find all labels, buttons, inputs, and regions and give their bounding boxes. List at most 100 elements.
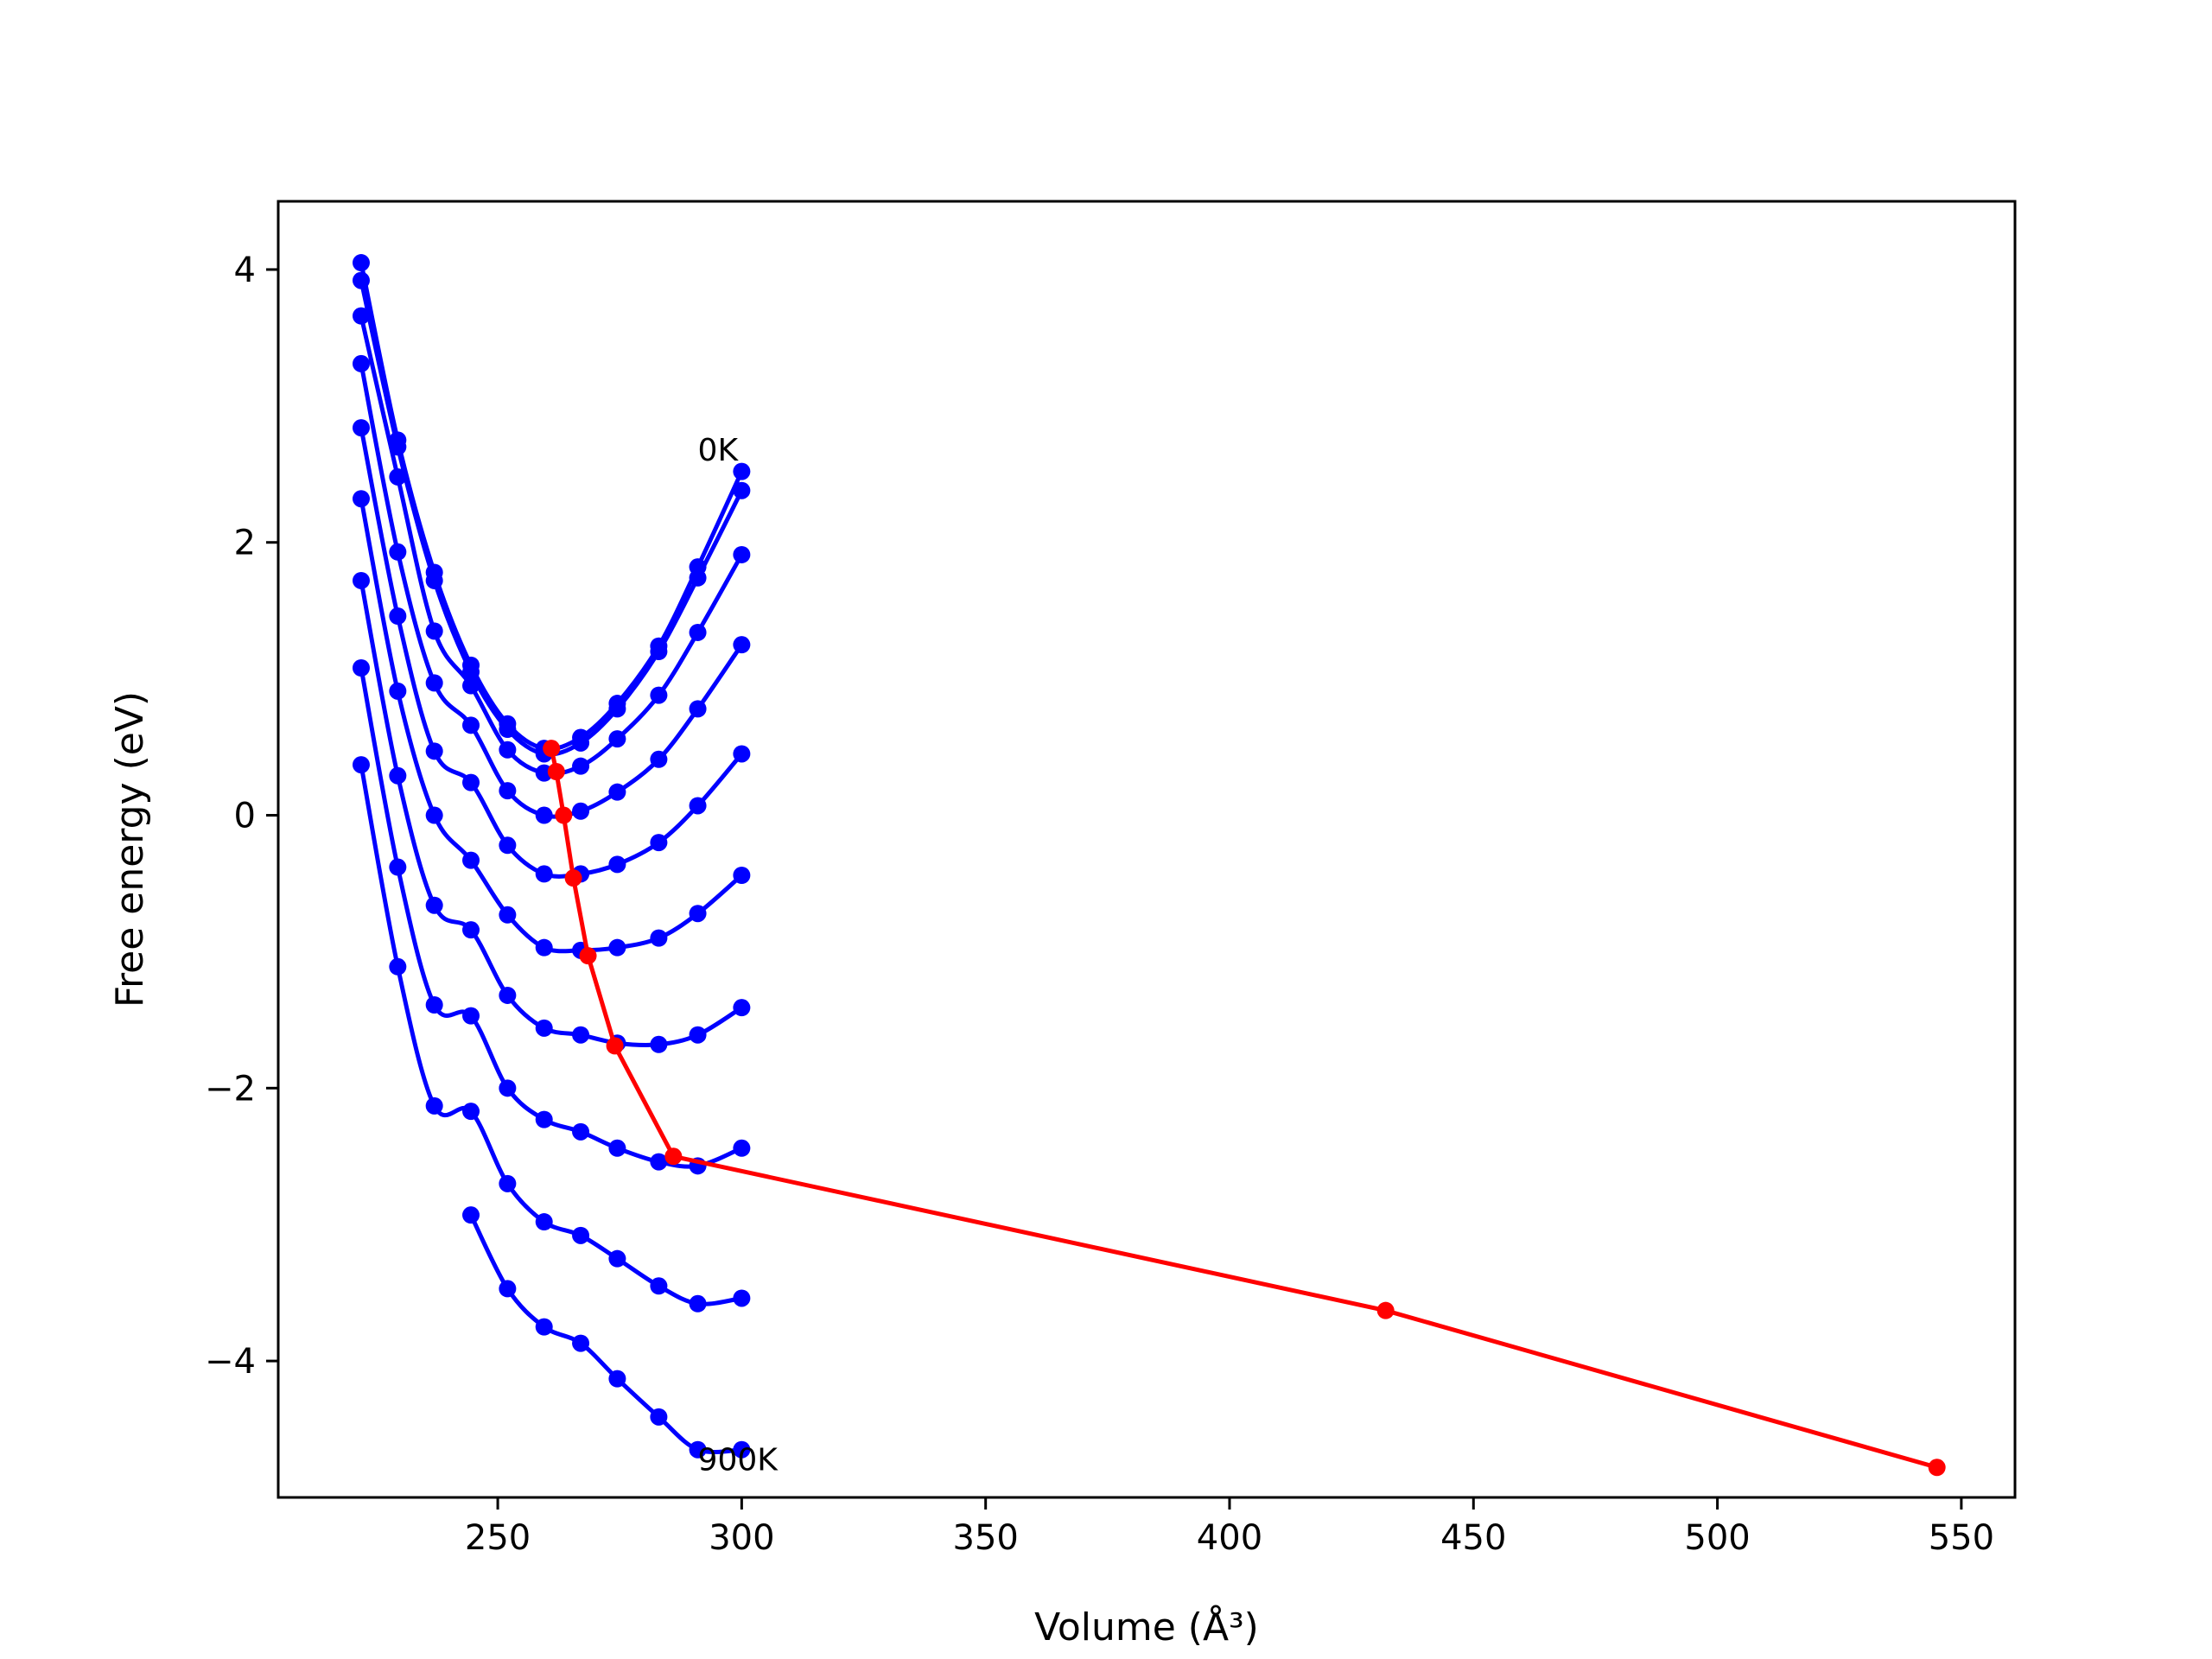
curve-5-point-7: [608, 938, 626, 957]
curve-9-point-8: [650, 1408, 668, 1426]
curve-2-point-10: [733, 545, 751, 563]
curve-8-point-6: [572, 1226, 590, 1244]
minima-point-3: [564, 869, 582, 887]
curve-3-point-2: [425, 674, 443, 692]
curve-7-point-4: [499, 1079, 517, 1097]
curve-8-point-2: [425, 1096, 443, 1115]
curve-7-point-2: [425, 996, 443, 1014]
curve-6-point-0: [352, 571, 370, 589]
y-tick-label-0: 0: [234, 797, 256, 836]
minima-point-6: [664, 1147, 683, 1166]
curve-9-point-10: [733, 1440, 751, 1459]
curve-2-point-6: [572, 757, 590, 775]
minima-point-4: [579, 947, 597, 965]
curve-7-point-8: [650, 1153, 668, 1171]
curve-2-point-3: [462, 677, 480, 695]
curve-1-point-10: [733, 481, 751, 499]
curve-6-point-9: [689, 1026, 707, 1044]
minima-point-2: [555, 806, 573, 824]
x-tick-label-350: 350: [953, 1518, 1019, 1558]
curve-3-point-9: [689, 700, 707, 718]
curve-8-point-5: [535, 1213, 553, 1231]
curve-3: [359, 363, 744, 819]
curve-9-point-4: [499, 1280, 517, 1298]
annotation-900K: 900K: [698, 1442, 779, 1478]
curve-9-point-5: [535, 1318, 553, 1336]
curve-7-point-1: [389, 858, 407, 876]
minima-point-7: [1376, 1301, 1395, 1319]
curve-5-point-4: [499, 906, 517, 924]
curve-4-point-9: [689, 797, 707, 815]
x-tick-label-500: 500: [1684, 1518, 1750, 1558]
curve-5-point-0: [352, 490, 370, 508]
curve-3-point-0: [352, 354, 370, 372]
curve-6-point-5: [535, 1019, 553, 1037]
curve-8-point-8: [650, 1277, 668, 1295]
curve-5-point-10: [733, 867, 751, 884]
curve-2-point-7: [608, 730, 626, 748]
curve-6-point-6: [572, 1026, 590, 1044]
curve-8-point-3: [462, 1103, 480, 1121]
curve-9-point-7: [608, 1370, 626, 1388]
curve-3-point-6: [572, 802, 590, 820]
curve-1-point-0: [352, 271, 370, 289]
curve-6-point-4: [499, 986, 517, 1004]
x-tick-label-250: 250: [465, 1518, 531, 1558]
curve-4-point-4: [499, 836, 517, 855]
curve-8-point-9: [689, 1294, 707, 1313]
curve-4-point-2: [425, 742, 443, 760]
curve-9-point-3: [462, 1206, 480, 1224]
curve-5-point-8: [650, 929, 668, 947]
curve-2-point-8: [650, 686, 668, 704]
y-tick-label-4: 4: [234, 251, 256, 290]
curve-4-point-7: [608, 855, 626, 874]
curve-7-point-5: [535, 1110, 553, 1128]
curve-8-point-1: [389, 957, 407, 976]
curve-5-point-2: [425, 806, 443, 824]
x-tick-label-300: 300: [709, 1518, 774, 1558]
curve-4-point-8: [650, 834, 668, 852]
minima-point-0: [543, 740, 561, 758]
curve-2: [359, 315, 744, 777]
curve-3-point-7: [608, 783, 626, 801]
curve-7-point-3: [462, 1007, 480, 1025]
curve-6-point-3: [462, 921, 480, 939]
plot-area: [352, 254, 1946, 1477]
annotation-0K: 0K: [698, 433, 740, 468]
curve-3-point-3: [462, 716, 480, 734]
curve-1-point-7: [608, 700, 626, 718]
minima-point-5: [606, 1037, 624, 1055]
curve-1-point-9: [689, 569, 707, 587]
y-tick-label--4: −4: [205, 1342, 256, 1382]
x-tick-label-550: 550: [1929, 1518, 1994, 1558]
curve-8-point-4: [499, 1174, 517, 1192]
curve-5-point-9: [689, 905, 707, 923]
minima-point-1: [547, 763, 565, 780]
curve-3-point-1: [389, 543, 407, 561]
minima-point-8: [1928, 1459, 1946, 1477]
curve-1-point-8: [650, 643, 668, 661]
curve-2-point-9: [689, 623, 707, 641]
curve-4-point-1: [389, 607, 407, 625]
curve-8-point-0: [352, 756, 370, 774]
curve-4-point-3: [462, 773, 480, 791]
curve-3-point-4: [499, 782, 517, 800]
curve-0-point-10: [733, 462, 751, 480]
curve-4-point-10: [733, 745, 751, 763]
x-tick-label-450: 450: [1440, 1518, 1506, 1558]
curve-4-point-0: [352, 419, 370, 437]
x-tick-label-400: 400: [1197, 1518, 1262, 1558]
curve-3-point-8: [650, 750, 668, 768]
curve-2-point-4: [499, 741, 517, 759]
curve-9-point-9: [689, 1440, 707, 1459]
curve-2-point-1: [389, 467, 407, 486]
y-axis-ticks: −4 −2 0 2 4: [205, 251, 278, 1382]
curve-2-point-2: [425, 622, 443, 640]
curve-8-point-10: [733, 1289, 751, 1307]
curve-5-point-1: [389, 682, 407, 700]
curve-4-point-5: [535, 865, 553, 883]
curve-2-point-0: [352, 307, 370, 325]
curve-1-point-4: [499, 721, 517, 739]
